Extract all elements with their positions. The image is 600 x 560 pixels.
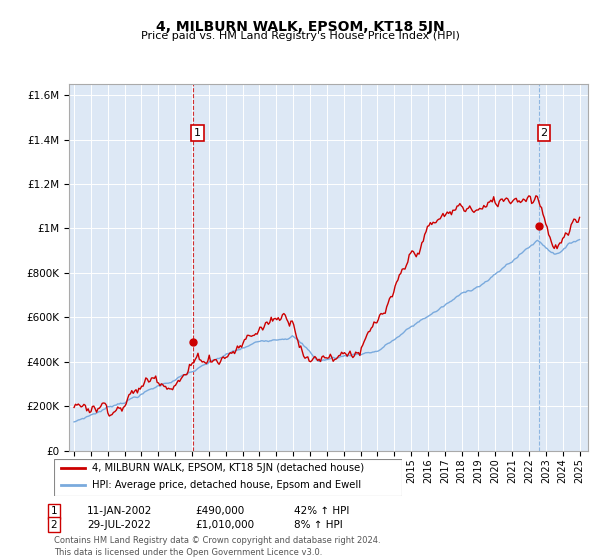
Text: 1: 1 [50,506,58,516]
Text: £490,000: £490,000 [195,506,244,516]
Text: Price paid vs. HM Land Registry's House Price Index (HPI): Price paid vs. HM Land Registry's House … [140,31,460,41]
Text: 4, MILBURN WALK, EPSOM, KT18 5JN (detached house): 4, MILBURN WALK, EPSOM, KT18 5JN (detach… [92,463,364,473]
Text: HPI: Average price, detached house, Epsom and Ewell: HPI: Average price, detached house, Epso… [92,480,361,491]
Text: 42% ↑ HPI: 42% ↑ HPI [294,506,349,516]
Text: 11-JAN-2002: 11-JAN-2002 [87,506,152,516]
Text: Contains HM Land Registry data © Crown copyright and database right 2024.
This d: Contains HM Land Registry data © Crown c… [54,536,380,557]
Text: 8% ↑ HPI: 8% ↑ HPI [294,520,343,530]
Text: 2: 2 [50,520,58,530]
Text: 1: 1 [194,128,201,138]
Text: 29-JUL-2022: 29-JUL-2022 [87,520,151,530]
Text: 2: 2 [540,128,547,138]
Text: 4, MILBURN WALK, EPSOM, KT18 5JN: 4, MILBURN WALK, EPSOM, KT18 5JN [155,20,445,34]
Text: £1,010,000: £1,010,000 [195,520,254,530]
